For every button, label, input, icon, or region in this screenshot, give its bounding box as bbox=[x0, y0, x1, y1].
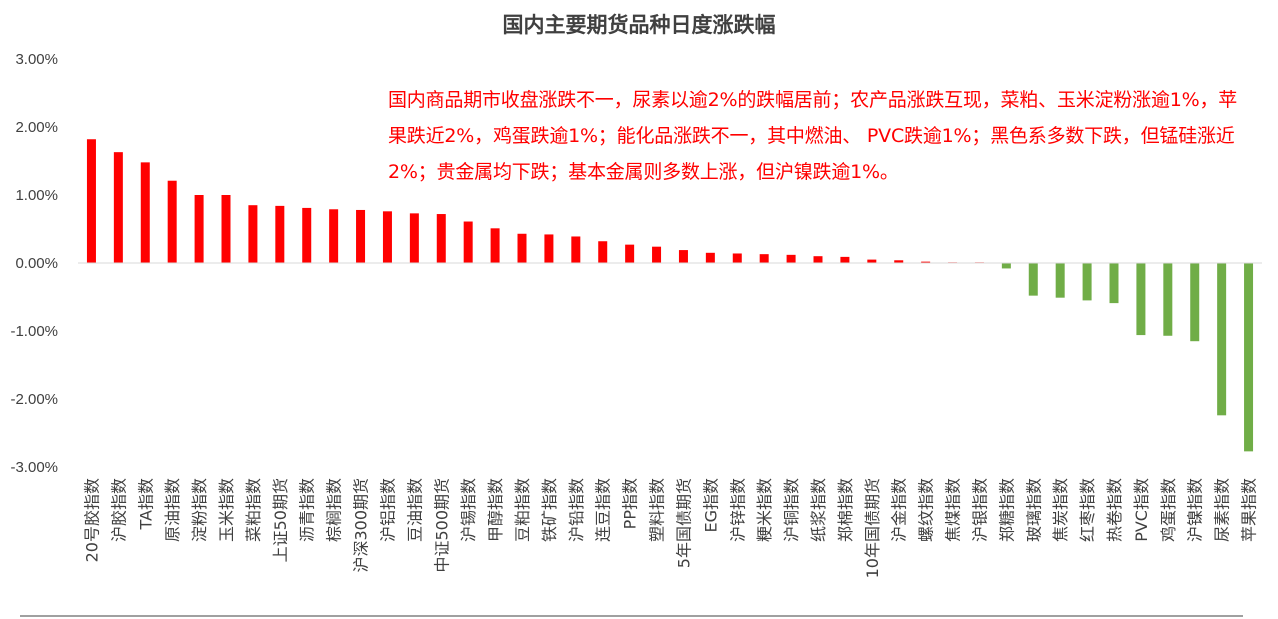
bar bbox=[436, 214, 446, 263]
x-tick-label: 棕榈指数 bbox=[325, 478, 344, 542]
bar bbox=[1001, 263, 1011, 269]
bar bbox=[867, 259, 877, 263]
x-tick-label: 原油指数 bbox=[163, 478, 182, 542]
bar bbox=[409, 213, 419, 263]
chart-title: 国内主要期货品种日度涨跌幅 bbox=[503, 13, 776, 37]
bar bbox=[382, 211, 392, 263]
bar bbox=[517, 233, 527, 263]
bar bbox=[598, 241, 608, 263]
bar bbox=[652, 246, 662, 263]
x-tick-label: PVC指数 bbox=[1132, 478, 1151, 542]
y-tick-label: -3.00% bbox=[10, 459, 58, 476]
x-tick-label: 沪镍指数 bbox=[1186, 478, 1205, 542]
x-tick-label: 沥青指数 bbox=[298, 478, 317, 542]
x-tick-label: 沪银指数 bbox=[970, 478, 989, 542]
bar bbox=[813, 256, 823, 263]
bar bbox=[113, 152, 123, 263]
bar bbox=[167, 180, 177, 263]
bar bbox=[1136, 263, 1146, 336]
y-tick-label: -2.00% bbox=[10, 391, 58, 408]
bar bbox=[86, 139, 96, 263]
x-tick-label: 纸浆指数 bbox=[809, 478, 828, 542]
bar bbox=[759, 254, 769, 263]
x-tick-label: 沪铜指数 bbox=[782, 478, 801, 542]
bar bbox=[894, 260, 904, 263]
bar bbox=[625, 244, 635, 263]
x-tick-label: 淀粉指数 bbox=[190, 478, 209, 542]
bars-group bbox=[86, 139, 1254, 452]
bar bbox=[1109, 263, 1119, 304]
bar bbox=[140, 162, 150, 263]
chart-annotation: 国内商品期市收盘涨跌不一，尿素以逾2%的跌幅居前；农产品涨跌互现，菜粕、玉米淀粉… bbox=[388, 89, 1238, 183]
x-tick-label: 菜粕指数 bbox=[244, 478, 263, 542]
bar bbox=[1082, 263, 1092, 301]
bar bbox=[463, 221, 473, 263]
x-tick-label: 沪铝指数 bbox=[378, 478, 397, 542]
x-tick-label: 焦炭指数 bbox=[1051, 478, 1070, 542]
y-tick-label: 2.00% bbox=[15, 119, 58, 136]
bar bbox=[275, 205, 285, 263]
bar bbox=[705, 252, 715, 263]
y-tick-label: -1.00% bbox=[10, 323, 58, 340]
x-tick-label: 20号胶指数 bbox=[82, 478, 101, 562]
bar bbox=[544, 234, 554, 263]
x-tick-label: 10年国债期货 bbox=[863, 478, 882, 578]
bar bbox=[1217, 263, 1227, 416]
bar bbox=[571, 236, 581, 263]
x-tick-label: 尿素指数 bbox=[1213, 478, 1232, 542]
x-tick-label: 甲醇指数 bbox=[486, 478, 505, 542]
x-axis: 20号胶指数 沪胶指数 TA指数 原油指数 淀粉指数 玉米指数 菜粕指数 上证50期货 沥青指数… bbox=[82, 478, 1258, 578]
x-tick-label: 沪深300期货 bbox=[352, 478, 371, 573]
y-tick-label: 1.00% bbox=[15, 187, 58, 204]
bar bbox=[1163, 263, 1173, 336]
x-tick-label: 沪金指数 bbox=[890, 478, 909, 542]
x-tick-label: PP指数 bbox=[621, 478, 640, 529]
x-tick-label: TA指数 bbox=[136, 478, 155, 530]
x-tick-label: 焦煤指数 bbox=[944, 478, 963, 542]
bar bbox=[194, 195, 204, 263]
y-axis: 3.00% 2.00% 1.00% 0.00% -1.00% -2.00% -3.00% bbox=[10, 51, 58, 476]
bar bbox=[302, 207, 312, 263]
bar bbox=[1244, 263, 1254, 452]
bar bbox=[921, 261, 931, 263]
bar bbox=[356, 209, 366, 263]
x-tick-label: 5年国债期货 bbox=[674, 478, 693, 568]
x-tick-label: 螺纹指数 bbox=[917, 478, 936, 542]
x-tick-label: 苹果指数 bbox=[1240, 478, 1259, 542]
x-tick-label: 玉米指数 bbox=[217, 478, 236, 542]
x-tick-label: 沪锡指数 bbox=[459, 478, 478, 542]
bar bbox=[678, 250, 688, 263]
x-tick-label: 鸡蛋指数 bbox=[1159, 478, 1178, 542]
x-tick-label: 上证50期货 bbox=[271, 478, 290, 562]
bar bbox=[840, 256, 850, 263]
x-tick-label: 沪胶指数 bbox=[109, 478, 128, 542]
x-tick-label: 豆油指数 bbox=[405, 478, 424, 542]
x-tick-label: 豆粕指数 bbox=[513, 478, 532, 542]
y-tick-label: 0.00% bbox=[15, 255, 58, 272]
x-tick-label: 沪锌指数 bbox=[728, 478, 747, 542]
x-tick-label: 郑糖指数 bbox=[997, 478, 1016, 542]
x-tick-label: EG指数 bbox=[701, 478, 720, 533]
bar bbox=[248, 205, 258, 263]
x-tick-label: 塑料指数 bbox=[648, 478, 667, 542]
bar bbox=[786, 254, 796, 263]
bar bbox=[221, 195, 231, 263]
x-tick-label: 热卷指数 bbox=[1105, 478, 1124, 542]
x-tick-label: 玻璃指数 bbox=[1024, 478, 1043, 542]
bar bbox=[329, 209, 339, 263]
x-tick-label: 沪铅指数 bbox=[567, 478, 586, 542]
bar bbox=[1028, 263, 1038, 296]
bar bbox=[490, 228, 500, 263]
bar bbox=[732, 253, 742, 263]
x-tick-label: 粳米指数 bbox=[755, 478, 774, 542]
x-tick-label: 红枣指数 bbox=[1078, 478, 1097, 542]
y-tick-label: 3.00% bbox=[15, 51, 58, 68]
x-tick-label: 郑棉指数 bbox=[836, 478, 855, 542]
bar bbox=[1190, 263, 1200, 342]
bar bbox=[1055, 263, 1065, 298]
x-tick-label: 中证500期货 bbox=[432, 478, 451, 573]
x-tick-label: 连豆指数 bbox=[594, 478, 613, 542]
x-tick-label: 铁矿指数 bbox=[540, 478, 559, 542]
